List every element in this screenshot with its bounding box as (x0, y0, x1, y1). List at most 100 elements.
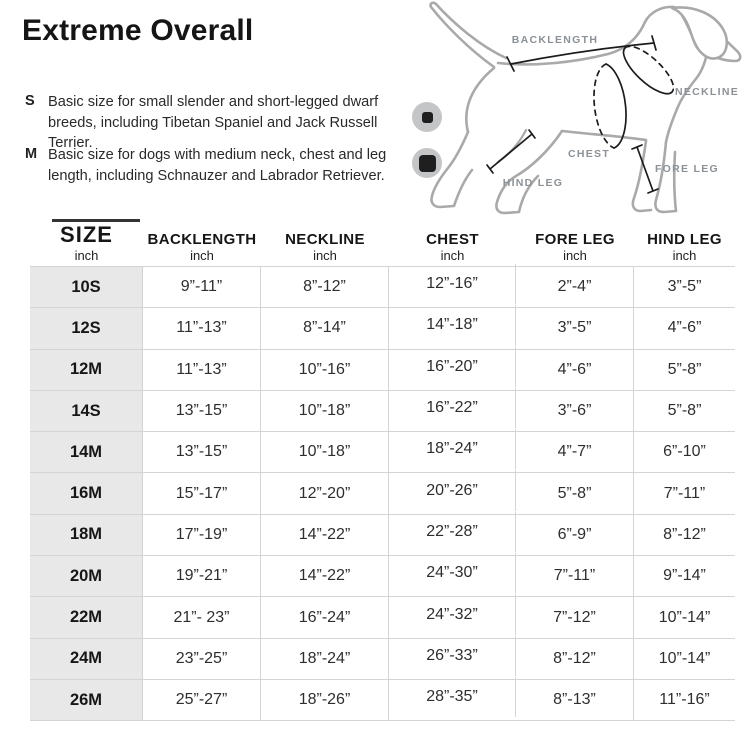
large-square-glyph (418, 154, 436, 172)
table-row: 12M 11”-13” 10”-16” 16”-20” 4”-6” 5”-8” (30, 346, 735, 390)
cell-hind-leg: 6”-10” (663, 443, 706, 461)
small-square-glyph (421, 111, 433, 123)
cell-size: 14S (30, 390, 143, 432)
cell-chest: 16”-22” (389, 387, 516, 429)
cell-fore-leg: 4”-6” (516, 349, 634, 390)
cell-fore-leg: 8”-12” (516, 638, 634, 679)
header-backlength-label: BACKLENGTH (147, 231, 257, 248)
cell-hind-leg: 4”-6” (667, 319, 702, 337)
cell-size: 18M (30, 514, 143, 556)
cell-backlength: 9”-11” (143, 267, 261, 308)
chest-ellipse-solid (605, 63, 627, 149)
cell-fore-leg: 4”-7” (516, 432, 634, 473)
chest-label: CHEST (568, 148, 610, 160)
cell-backlength: 21”- 23” (143, 597, 261, 638)
cell-hind-leg: 10”-14” (658, 608, 711, 626)
cell-neckline: 10”-18” (261, 432, 389, 473)
size-header-rule (52, 219, 140, 222)
header-backlength-unit: inch (190, 248, 214, 263)
fore-leg-label: FORE LEG (655, 163, 719, 175)
cell-hind-leg: 7”-11” (663, 484, 706, 502)
cell-hind-leg: 5”-8” (667, 360, 702, 378)
header-backlength: BACKLENGTH inch (143, 222, 261, 266)
cell-fore-leg: 7”-11” (516, 556, 634, 597)
cell-backlength: 23”-25” (143, 638, 261, 679)
cell-neckline: 18”-24” (261, 638, 389, 679)
table-row: 22M 21”- 23” 16”-24” 24”-32” 7”-12” 10”-14” (30, 594, 735, 638)
cell-fore-leg: 2”-4” (516, 267, 634, 308)
cell-neckline: 14”-22” (261, 514, 389, 556)
cell-fore-leg: 3”-6” (516, 390, 634, 432)
cell-size: 16M (30, 473, 143, 514)
table-row: 20M 19”-21” 14”-22” 24”-30” 7”-11” 9”-14” (30, 553, 735, 597)
cell-neckline: 18”-26” (261, 679, 389, 721)
cell-backlength: 11”-13” (143, 349, 261, 390)
header-chest-label: CHEST (426, 231, 479, 248)
cell-fore-leg: 5”-8” (516, 473, 634, 514)
cell-fore-leg: 6”-9” (516, 514, 634, 556)
header-neckline-label: NECKLINE (285, 231, 365, 248)
header-fore-leg-label: FORE LEG (535, 231, 615, 248)
cell-chest: 20”-26” (389, 470, 516, 511)
cell-size: 20M (30, 556, 143, 597)
table-row: 16M 15”-17” 12”-20” 20”-26” 5”-8” 7”-11” (30, 470, 735, 514)
neckline-label: NECKLINE (675, 86, 739, 98)
hind-leg-arrow (489, 133, 533, 170)
backlength-arrow (510, 42, 655, 65)
cell-neckline: 14”-22” (261, 556, 389, 597)
cell-chest: 18”-24” (389, 429, 516, 470)
cell-neckline: 10”-16” (261, 349, 389, 390)
table-header-row: SIZE inch BACKLENGTH inch NECKLINE inch … (30, 222, 735, 266)
size-note-m-text: Basic size for dogs with medium neck, ch… (48, 147, 387, 184)
cell-size: 10S (30, 267, 143, 308)
page-title: Extreme Overall (22, 14, 254, 47)
header-fore-leg: FORE LEG inch (516, 222, 634, 266)
cell-neckline: 8”-12” (261, 267, 389, 308)
header-neckline: NECKLINE inch (261, 222, 389, 266)
header-hind-leg-label: HIND LEG (647, 231, 722, 248)
header-size-label: SIZE (60, 222, 113, 247)
table-row: 18M 17”-19” 14”-22” 22”-28” 6”-9” 8”-12” (30, 511, 735, 556)
dog-measurement-diagram: BACKLENGTH NECKLINE CHEST FORE LEG HIND … (429, 1, 742, 215)
table-row: 14M 13”-15” 10”-18” 18”-24” 4”-7” 6”-10” (30, 429, 735, 473)
cell-neckline: 16”-24” (261, 597, 389, 638)
header-chest-unit: inch (440, 248, 465, 263)
cell-hind-leg: 8”-12” (663, 525, 706, 543)
header-neckline-unit: inch (313, 248, 337, 263)
cell-backlength: 17”-19” (143, 514, 261, 556)
cell-backlength: 19”-21” (143, 556, 261, 597)
chest-ellipse-dashed (593, 63, 615, 149)
size-table: SIZE inch BACKLENGTH inch NECKLINE inch … (30, 219, 735, 722)
header-hind-leg-unit: inch (672, 248, 697, 263)
cell-chest: 14”-18” (389, 305, 516, 346)
neckline-ellipse-solid (622, 47, 673, 95)
cell-backlength: 25”-27” (143, 679, 261, 721)
size-note-m: M Basic size for dogs with medium neck, … (25, 145, 417, 186)
table-row: 10S 9”-11” 8”-12” 12”-16” 2”-4” 3”-5” (30, 264, 735, 308)
cell-neckline: 8”-14” (261, 308, 389, 349)
header-chest: CHEST inch (389, 222, 516, 266)
cell-fore-leg: 7”-12” (516, 597, 634, 638)
size-note-m-key: M (25, 146, 38, 162)
cell-hind-leg: 10”-14” (658, 649, 711, 667)
cell-hind-leg: 5”-8” (667, 402, 702, 420)
size-note-s-key: S (25, 93, 35, 109)
cell-neckline: 12”-20” (261, 473, 389, 514)
hind-leg-label: HIND LEG (503, 177, 564, 189)
size-s-marker-icon (412, 102, 442, 132)
header-fore-leg-unit: inch (563, 248, 587, 263)
cell-hind-leg: 11”-16” (659, 691, 710, 709)
cell-chest: 16”-20” (389, 346, 516, 387)
cell-neckline: 10”-18” (261, 390, 389, 432)
size-table-body: 10S 9”-11” 8”-12” 12”-16” 2”-4” 3”-5” 12S 11”-1… (30, 264, 735, 722)
table-row: 14S 13”-15” 10”-18” 16”-22” 3”-6” 5”-8” (30, 387, 735, 432)
cell-size: 12M (30, 349, 143, 390)
table-row: 26M 25”-27” 18”-26” 28”-35” 8”-13” 11”-16” (30, 676, 735, 721)
cell-fore-leg: 8”-13” (516, 679, 634, 721)
cell-backlength: 13”-15” (143, 390, 261, 432)
cell-size: 22M (30, 597, 143, 638)
cell-size: 24M (30, 638, 143, 679)
measurement-marks (486, 35, 675, 194)
cell-hind-leg: 3”-5” (667, 278, 702, 296)
